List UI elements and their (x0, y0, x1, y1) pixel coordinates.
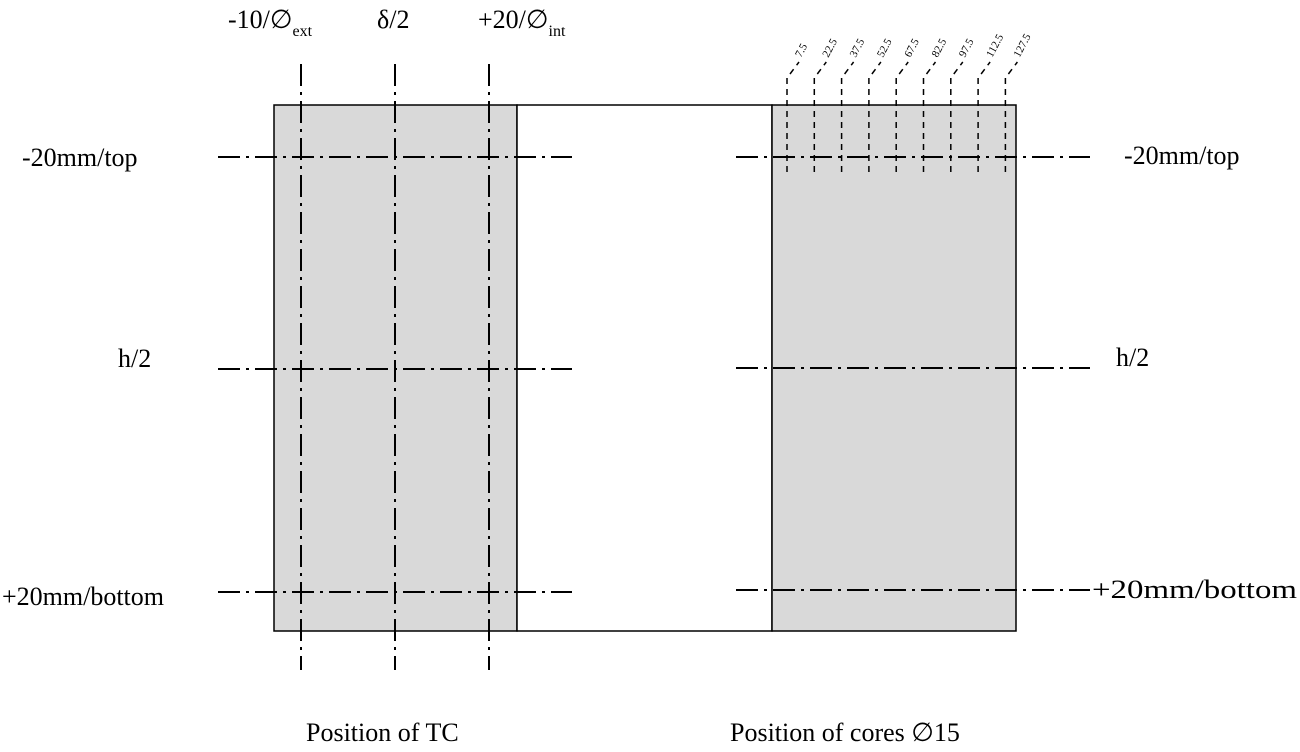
col-label-mid: δ/2 (377, 5, 409, 34)
core-line-1 (786, 61, 800, 172)
core-label-6: 82.5 (930, 36, 950, 59)
core-line-5 (895, 61, 909, 172)
core-line-9 (1004, 61, 1019, 172)
core-label-5: 67.5 (902, 36, 922, 59)
col-label-ext-sub: ext (293, 23, 313, 40)
core-label-9: 127.5 (1011, 31, 1033, 59)
row-label-left-top: -20mm/top (22, 143, 138, 172)
core-label-3: 37.5 (848, 36, 868, 59)
col-label-int-sub: int (549, 23, 566, 40)
core-label-2: 22.5 (820, 36, 840, 59)
col-label-int: +20/∅int (478, 5, 566, 40)
caption-right: Position of cores ∅15 (730, 718, 960, 747)
row-label-left-bottom: +20mm/bottom (2, 582, 164, 611)
col-label-ext: -10/∅ext (228, 5, 313, 40)
core-line-4 (868, 61, 882, 172)
core-label-8: 112.5 (984, 32, 1006, 60)
row-label-left-mid: h/2 (118, 344, 151, 373)
core-line-3 (840, 61, 855, 172)
row-label-right-top: -20mm/top (1124, 141, 1240, 170)
core-line-2 (813, 61, 827, 172)
core-line-7 (950, 61, 964, 172)
core-label-4: 52.5 (875, 36, 895, 59)
core-line-8 (977, 61, 991, 172)
row-label-right-bottom: +20mm/bottom (1092, 575, 1297, 604)
col-label-ext-main: -10/∅ (228, 5, 293, 34)
core-label-1: 7.5 (793, 41, 810, 59)
caption-left: Position of TC (306, 718, 459, 747)
row-label-right-mid: h/2 (1116, 343, 1149, 372)
col-label-int-main: +20/∅ (478, 5, 549, 34)
core-label-7: 97.5 (957, 36, 977, 59)
core-line-6 (922, 61, 937, 172)
